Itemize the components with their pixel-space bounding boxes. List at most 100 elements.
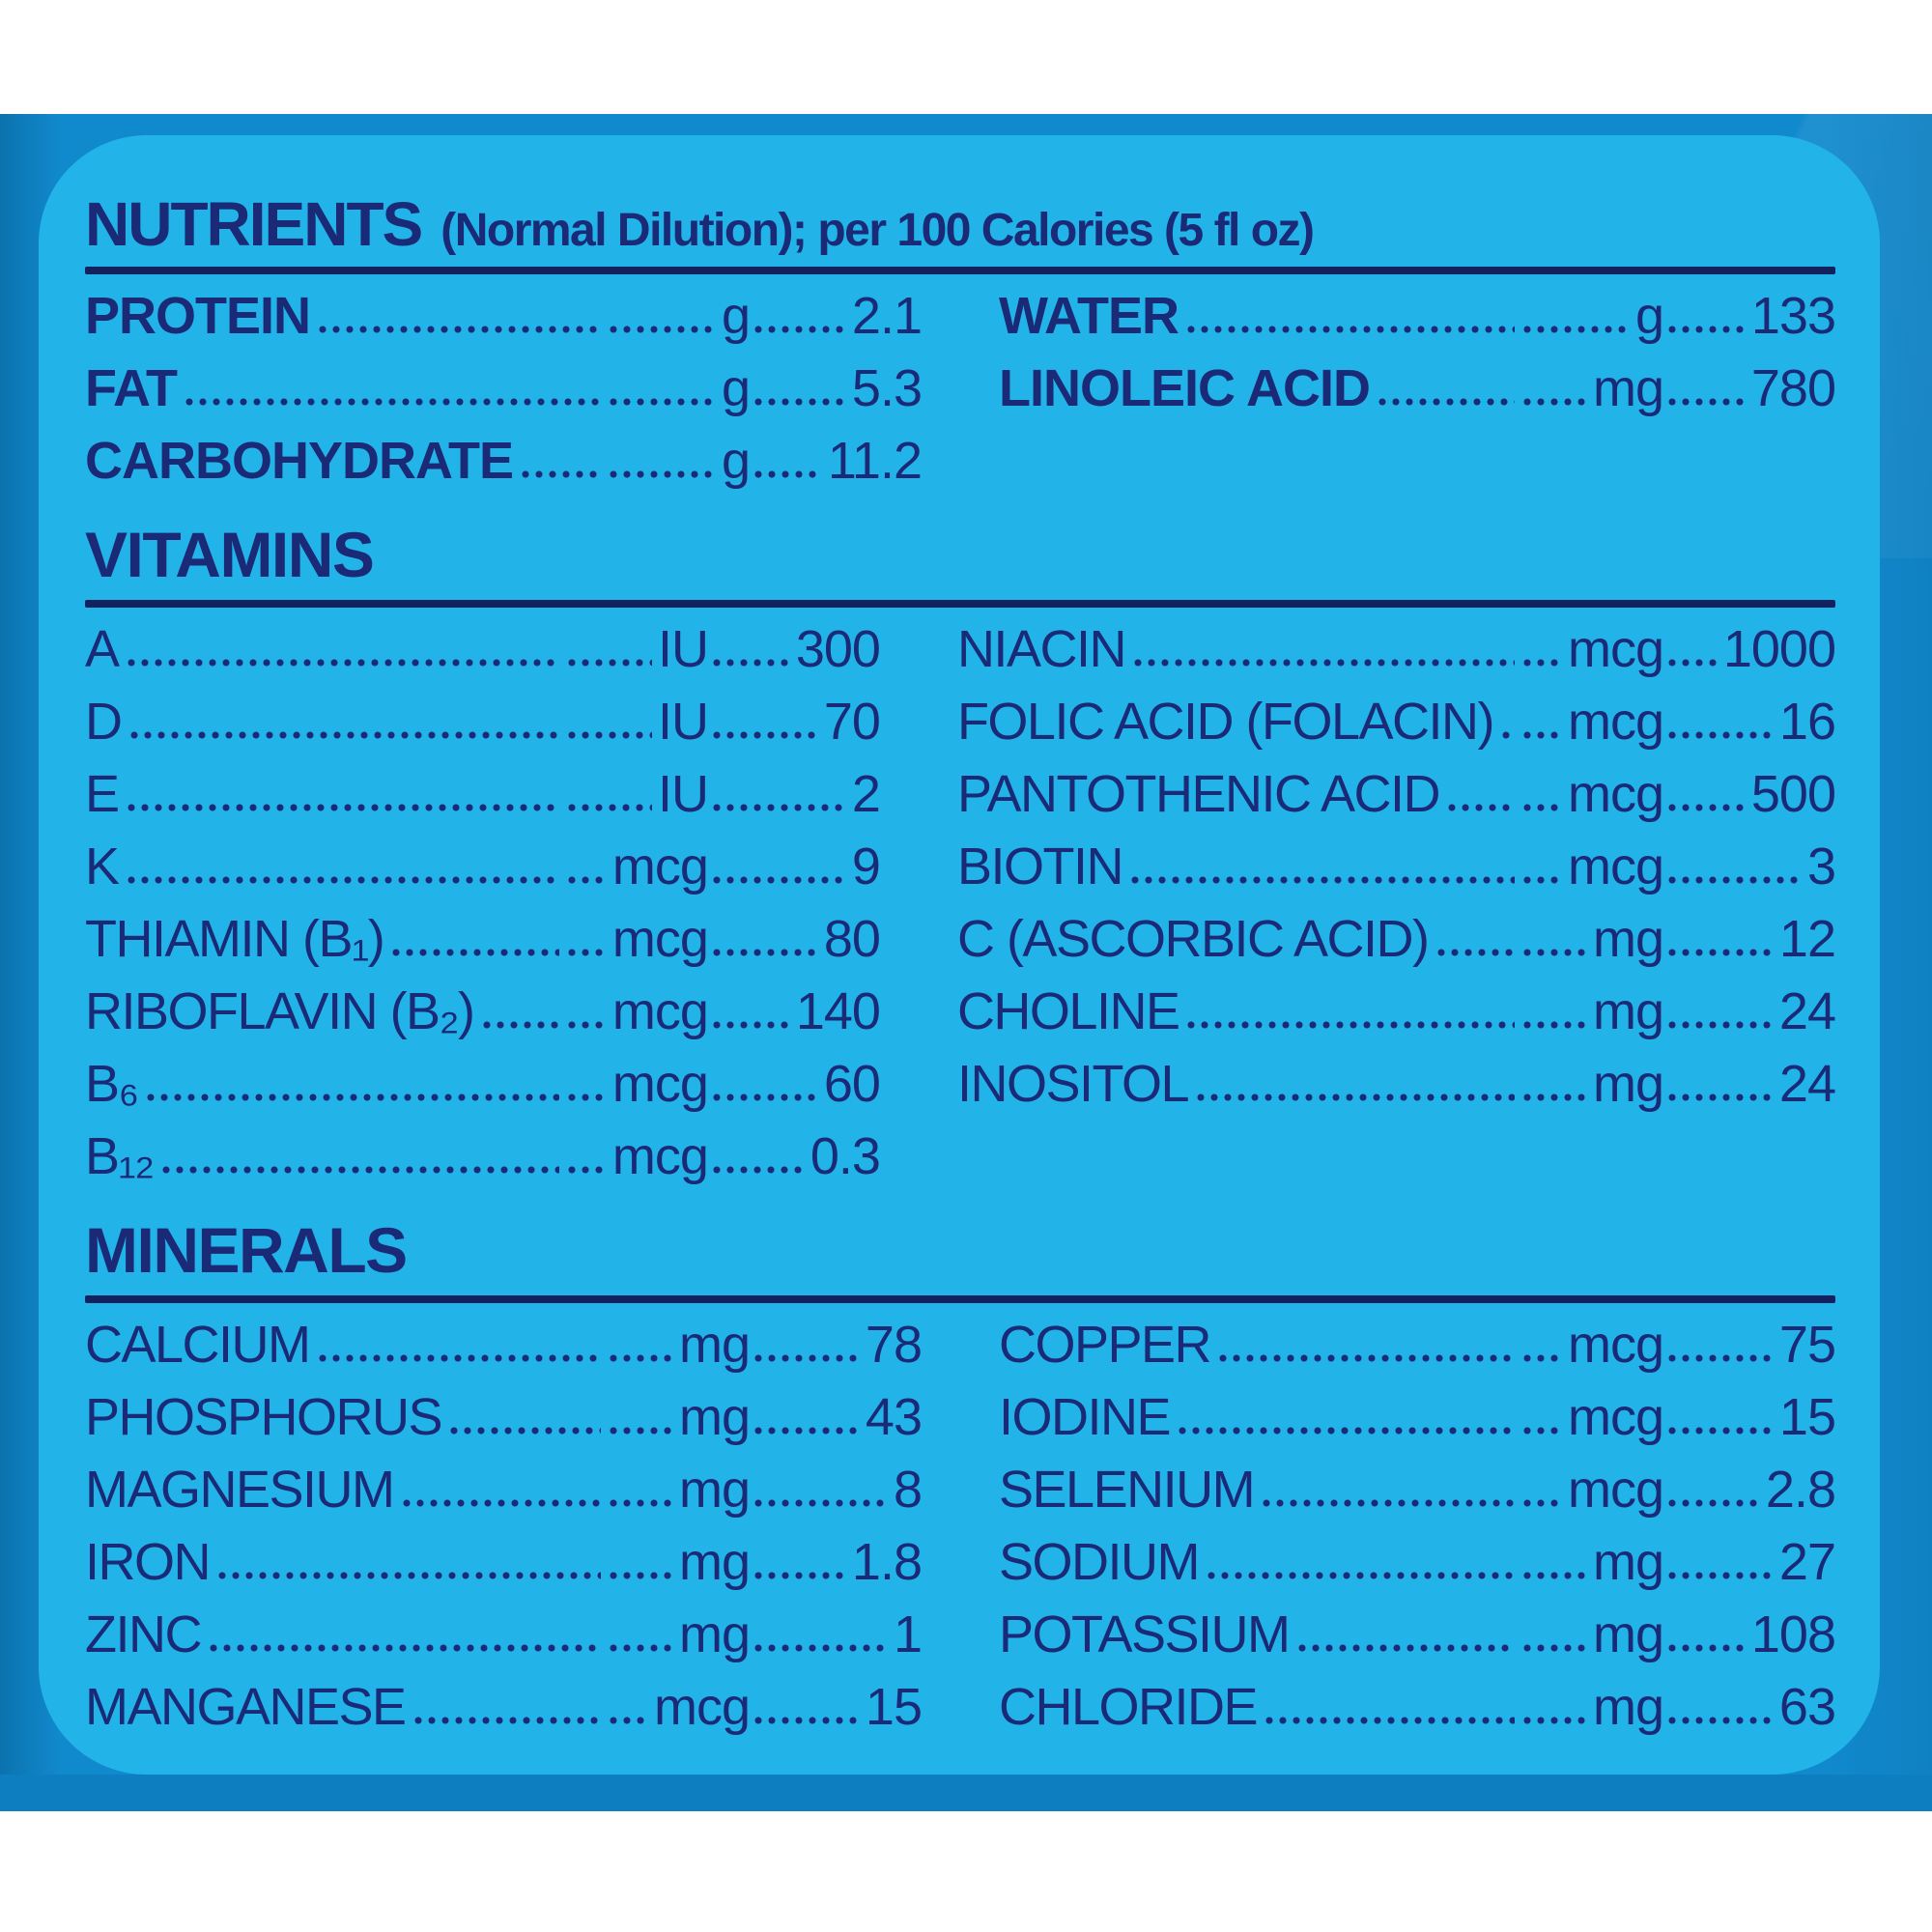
dot-leader (1663, 1644, 1746, 1652)
nutrient-unit: mg (1592, 1055, 1664, 1113)
unit-cell: g (1519, 280, 1664, 353)
dot-leader (562, 1094, 607, 1101)
dot-leader (445, 1427, 601, 1435)
nutrient-column-right: WATER g 133 LINOLEIC ACID mg 780 (999, 280, 1836, 497)
value-cell: 9 (707, 831, 881, 903)
nutrient-value: 1.8 (851, 1533, 923, 1591)
dot-leader (605, 1354, 673, 1362)
dot-leader (1181, 326, 1515, 333)
unit-cell: mcg (562, 903, 709, 976)
unit-cell: g (605, 425, 751, 497)
nutrient-unit: mcg (611, 982, 709, 1040)
nutrient-label: FAT (85, 359, 178, 417)
unit-cell: mg (1519, 976, 1664, 1048)
nutrient-row: BIOTIN mcg 3 (957, 831, 1836, 903)
dot-leader (1663, 1094, 1774, 1101)
nutrient-label: ZINC (85, 1605, 202, 1663)
nutrient-unit: mg (678, 1316, 751, 1374)
dot-leader (1519, 949, 1587, 956)
value-cell: 8 (750, 1454, 923, 1526)
dot-leader (1519, 326, 1630, 333)
nutrient-value: 108 (1750, 1605, 1836, 1663)
value-cell: 3 (1663, 831, 1836, 903)
dot-leader (707, 876, 846, 884)
dot-leader (1128, 659, 1515, 667)
nutrient-unit: mg (678, 1605, 751, 1663)
dot-leader (562, 1166, 607, 1174)
unit-cell: mcg (562, 1048, 709, 1121)
nutrient-unit: mg (1592, 1533, 1664, 1591)
nutrient-label: CHOLINE (956, 982, 1180, 1040)
nutrient-unit: mg (1592, 982, 1664, 1040)
nutrient-value: 1000 (1722, 620, 1836, 678)
nutrient-value: 2.1 (851, 287, 923, 345)
nutrient-value: 63 (1778, 1678, 1836, 1736)
nutrient-value: 140 (795, 982, 881, 1040)
nutrient-unit: mcg (1567, 765, 1664, 823)
dot-leader (1663, 876, 1802, 884)
nutrient-row: RIBOFLAVIN (B₂) mcg 140 (85, 976, 881, 1048)
dot-leader (562, 804, 652, 811)
nutrient-row: E IU 2 (85, 758, 881, 831)
nutrient-row: ZINC mg 1 (85, 1599, 923, 1671)
section-title-minerals: MINERALS (85, 1214, 408, 1286)
dot-leader (750, 326, 846, 333)
dot-leader (562, 949, 607, 956)
dot-leader (314, 326, 601, 333)
value-cell: 80 (707, 903, 881, 976)
nutrient-value: 780 (1750, 359, 1836, 417)
dot-leader (1663, 1499, 1760, 1507)
value-cell: 27 (1663, 1526, 1836, 1599)
dot-leader (1432, 949, 1515, 956)
unit-cell: mg (1519, 1671, 1664, 1744)
nutrient-row: LINOLEIC ACID mg 780 (999, 353, 1836, 425)
value-cell: 43 (750, 1381, 923, 1454)
dot-leader (1258, 1499, 1515, 1507)
nutrient-unit: mg (1592, 1605, 1664, 1663)
nutrient-row: PROTEIN g 2.1 (85, 280, 923, 353)
nutrient-row: PANTOTHENIC ACID mcg 500 (957, 758, 1836, 831)
dot-leader (605, 1499, 673, 1507)
nutrient-unit: mcg (611, 1127, 709, 1185)
nutrient-column-left: PROTEIN g 2.1 FAT g 5.3 CARBOHYDRATE g 11.2 (85, 280, 923, 497)
dot-leader (387, 949, 559, 956)
value-cell: 63 (1663, 1671, 1836, 1744)
nutrient-unit: g (721, 287, 751, 345)
nutrient-unit: mg (678, 1388, 751, 1446)
value-cell: 500 (1663, 758, 1836, 831)
nutrient-unit: mg (678, 1533, 751, 1591)
unit-cell: mcg (562, 831, 709, 903)
unit-cell: mg (605, 1381, 751, 1454)
dot-leader (1663, 1717, 1774, 1724)
vitamins-divider-rule (85, 600, 1835, 608)
nutrient-row: B₆ mcg 60 (85, 1048, 881, 1121)
nutrient-value: 15 (865, 1678, 923, 1736)
unit-cell: IU (562, 686, 709, 758)
nutrient-value: 60 (823, 1055, 881, 1113)
value-cell: 1 (750, 1599, 923, 1671)
dot-leader (156, 1166, 559, 1174)
dot-leader (1519, 876, 1562, 884)
nutrient-value: 12 (1778, 910, 1836, 968)
nutrient-label: POTASSIUM (999, 1605, 1291, 1663)
unit-cell: mg (605, 1454, 751, 1526)
unit-cell: mg (605, 1309, 751, 1381)
dot-leader (707, 1166, 805, 1174)
nutrient-value: 133 (1750, 287, 1836, 345)
dot-leader (1519, 659, 1562, 667)
nutrition-facts-panel: NUTRIENTS (Normal Dilution); per 100 Cal… (39, 135, 1880, 1775)
value-cell: 5.3 (750, 353, 923, 425)
dot-leader (707, 731, 818, 739)
nutrient-row: NIACIN mcg 1000 (957, 613, 1836, 686)
nutrient-label: K (85, 838, 120, 895)
nutrient-label: LINOLEIC ACID (999, 359, 1371, 417)
nutrient-label: PHOSPHORUS (85, 1388, 443, 1446)
dot-leader (1519, 1354, 1562, 1362)
value-cell: 15 (750, 1671, 923, 1744)
value-cell: 108 (1663, 1599, 1836, 1671)
dot-leader (605, 398, 716, 406)
nutrient-label: B₁₂ (85, 1127, 155, 1185)
nutrient-value: 0.3 (810, 1127, 881, 1185)
panel-bottom-shadow-band (0, 1775, 1932, 1811)
unit-cell: mcg (1519, 1381, 1664, 1454)
